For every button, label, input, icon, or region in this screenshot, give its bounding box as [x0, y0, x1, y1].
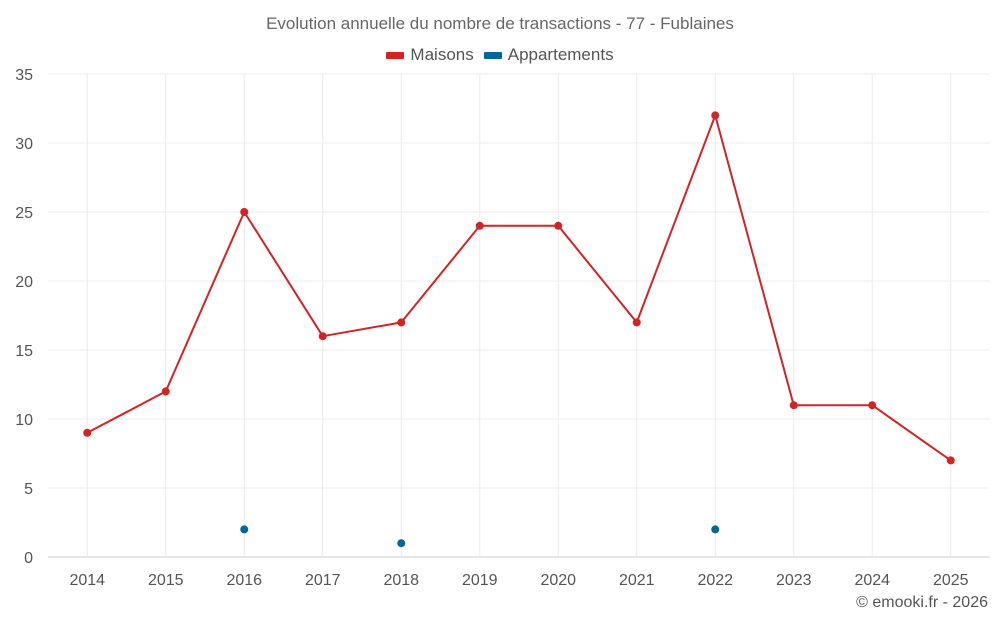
- legend-swatch-maisons: [386, 51, 405, 59]
- x-tick-label: 2023: [776, 572, 812, 589]
- data-point-maisons-2017[interactable]: [318, 332, 327, 341]
- data-point-maisons-2019[interactable]: [475, 221, 484, 230]
- y-tick-label: 15: [15, 343, 33, 360]
- data-point-maisons-2018[interactable]: [397, 318, 406, 327]
- x-tick-label: 2017: [305, 572, 341, 589]
- data-point-appartements-2018[interactable]: [397, 539, 406, 548]
- data-point-maisons-2016[interactable]: [240, 208, 249, 216]
- legend: Maisons Appartements: [0, 45, 1000, 65]
- data-point-maisons-2014[interactable]: [83, 428, 92, 437]
- y-tick-label: 25: [15, 205, 33, 222]
- legend-label-maisons: Maisons: [410, 45, 474, 64]
- data-point-maisons-2025[interactable]: [946, 456, 955, 465]
- x-tick-label: 2014: [69, 572, 105, 589]
- y-tick-label: 30: [15, 136, 33, 153]
- chart-title: Evolution annuelle du nombre de transact…: [266, 14, 734, 33]
- credit-text: © emooki.fr - 2026: [856, 594, 988, 611]
- x-tick-label: 2016: [226, 572, 262, 589]
- x-tick-label: 2024: [854, 572, 890, 589]
- data-point-maisons-2023[interactable]: [789, 401, 798, 410]
- x-tick-label: 2021: [619, 572, 655, 589]
- legend-swatch-appartements: [483, 51, 502, 59]
- data-point-maisons-2015[interactable]: [161, 387, 170, 396]
- x-tick-label: 2015: [148, 572, 184, 589]
- x-tick-label: 2018: [383, 572, 419, 589]
- y-tick-label: 10: [15, 412, 33, 429]
- x-tick-label: 2025: [933, 572, 969, 589]
- x-tick-label: 2019: [462, 572, 498, 589]
- data-point-maisons-2020[interactable]: [554, 221, 563, 230]
- x-tick-label: 2022: [697, 572, 733, 589]
- y-tick-label: 35: [15, 67, 33, 84]
- legend-item-appartements[interactable]: Appartements: [483, 45, 614, 65]
- data-point-maisons-2022[interactable]: [711, 111, 720, 120]
- y-tick-label: 5: [24, 481, 33, 498]
- data-point-maisons-2021[interactable]: [632, 318, 641, 327]
- x-tick-label: 2020: [540, 572, 576, 589]
- series-line-maisons: [86, 114, 952, 462]
- legend-item-maisons[interactable]: Maisons: [386, 45, 474, 65]
- y-tick-label: 0: [24, 550, 33, 567]
- y-tick-label: 20: [15, 274, 33, 291]
- data-point-maisons-2024[interactable]: [868, 401, 877, 410]
- data-point-appartements-2016[interactable]: [240, 525, 249, 534]
- data-point-appartements-2022[interactable]: [711, 525, 720, 534]
- legend-label-appartements: Appartements: [507, 45, 614, 64]
